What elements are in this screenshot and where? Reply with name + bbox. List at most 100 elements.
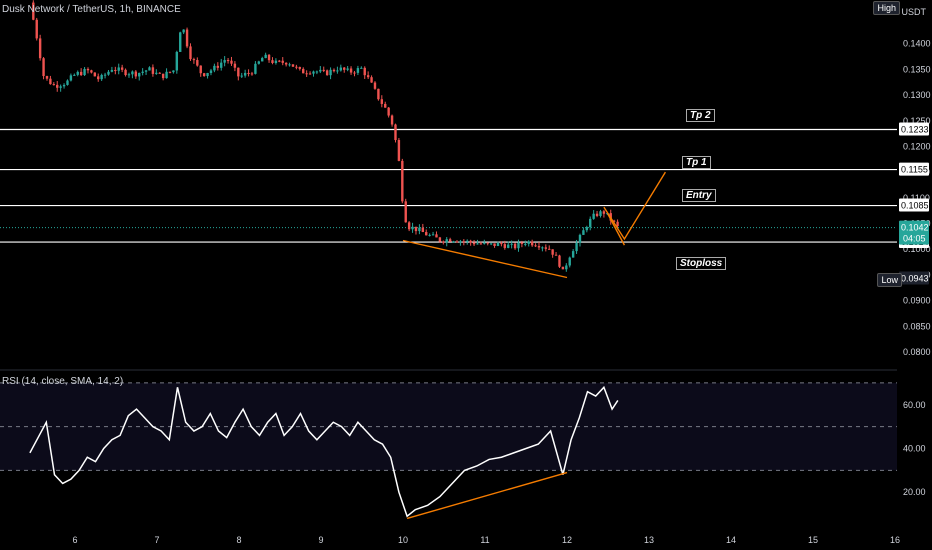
rsi-tick-label: 40.00	[903, 444, 926, 454]
candle-body	[561, 266, 565, 270]
candle-body	[284, 62, 288, 65]
candle-body	[554, 254, 558, 256]
candle-body	[366, 75, 370, 78]
candle-body	[83, 68, 86, 76]
candle-body	[448, 239, 452, 242]
candle-body	[431, 234, 435, 236]
candle-body	[97, 76, 100, 80]
time-tick-label: 11	[480, 535, 489, 545]
candle-body	[100, 74, 103, 80]
price-tick-label: 0.1200	[903, 141, 931, 151]
label-tp1[interactable]: Tp 1	[682, 156, 711, 169]
candle-body	[407, 222, 411, 230]
candle-body	[179, 32, 182, 52]
candle-body	[257, 61, 261, 64]
candle-body	[595, 213, 599, 216]
candle-body	[322, 69, 325, 71]
candle-body	[274, 60, 278, 64]
candle-body	[213, 65, 216, 71]
candle-body	[66, 80, 69, 85]
candle-body	[240, 75, 243, 77]
candle-body	[462, 241, 466, 243]
candle-body	[103, 74, 107, 76]
low-price-label: 0.0943	[901, 274, 929, 284]
low-tag: Low	[877, 273, 902, 287]
pullback-line	[607, 213, 626, 246]
candle-body	[517, 242, 520, 249]
candle-body	[189, 46, 192, 60]
candle-body	[56, 84, 59, 88]
candle-body	[589, 218, 592, 228]
candle-body	[503, 244, 507, 248]
candle-body	[155, 72, 158, 74]
candle-body	[428, 234, 431, 236]
candle-body	[380, 99, 384, 104]
candle-body	[90, 70, 93, 73]
time-tick-label: 8	[236, 535, 241, 545]
candle-body	[120, 67, 124, 70]
label-stoploss[interactable]: Stoploss	[676, 257, 727, 270]
candle-body	[602, 211, 606, 214]
candle-body	[397, 140, 401, 161]
candle-body	[414, 226, 418, 232]
candle-body	[226, 60, 230, 62]
candle-body	[438, 237, 442, 242]
candle-body	[131, 71, 134, 75]
candle-body	[158, 72, 161, 74]
rsi-tick-label: 60.00	[903, 400, 926, 410]
candle-body	[202, 73, 206, 77]
candle-body	[332, 69, 336, 72]
candle-body	[527, 241, 530, 244]
candle-body	[93, 72, 97, 77]
candle-body	[346, 68, 349, 70]
candle-body	[551, 249, 554, 255]
candle-body	[172, 70, 175, 73]
candle-body	[507, 244, 510, 248]
level-price-tag	[899, 162, 929, 176]
time-tick-label: 9	[318, 535, 323, 545]
candle-body	[445, 239, 448, 243]
candle-body	[267, 54, 271, 61]
candle-body	[86, 68, 90, 71]
candle-body	[199, 65, 202, 74]
candle-body	[476, 243, 479, 245]
candle-body	[500, 242, 503, 245]
candle-body	[459, 241, 462, 243]
candle-body	[151, 67, 155, 74]
low-price-tag	[899, 271, 929, 285]
candle-body	[254, 63, 257, 74]
candle-body	[541, 247, 544, 249]
candle-body	[233, 63, 237, 68]
candle-body	[537, 246, 541, 248]
candle-body	[278, 60, 281, 62]
candle-body	[612, 220, 616, 222]
label-entry[interactable]: Entry	[682, 189, 716, 202]
candle-body	[370, 77, 373, 83]
level-price-tag	[899, 122, 929, 136]
candle-body	[571, 251, 575, 258]
candle-body	[230, 60, 233, 64]
candle-body	[411, 226, 414, 230]
candle-body	[360, 67, 363, 69]
candle-body	[356, 68, 360, 73]
candle-body	[161, 73, 165, 79]
rsi-tick-label: 20.00	[903, 487, 926, 497]
candle-body	[387, 107, 390, 116]
candle-body	[182, 29, 185, 33]
time-tick-label: 7	[154, 535, 159, 545]
candle-body	[305, 73, 308, 75]
candle-body	[479, 243, 483, 245]
candle-body	[73, 74, 76, 76]
candle-body	[175, 51, 179, 71]
candle-body	[493, 243, 496, 247]
level-price-label: 0.1233	[901, 125, 929, 135]
candle-body	[442, 241, 445, 243]
label-tp2[interactable]: Tp 2	[686, 109, 715, 122]
candle-body	[220, 62, 223, 68]
candle-body	[575, 242, 578, 252]
currency-label: USDT	[901, 7, 927, 17]
candle-body	[469, 240, 472, 243]
candle-body	[209, 70, 213, 73]
candle-body	[261, 58, 264, 62]
price-tick-label: 0.1350	[903, 64, 931, 74]
